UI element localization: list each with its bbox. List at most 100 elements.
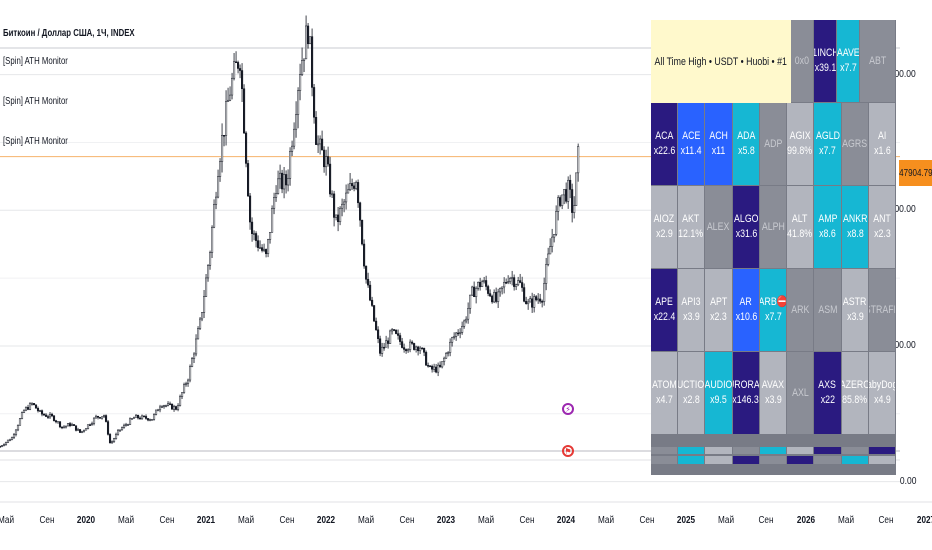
candle-body bbox=[76, 429, 80, 431]
time-tick-label: Май bbox=[477, 515, 494, 526]
candle-body bbox=[545, 264, 548, 284]
ath-multiple: x39.1 bbox=[814, 62, 836, 74]
candle-body bbox=[263, 249, 266, 251]
candle-body bbox=[124, 424, 128, 426]
ath-multiple: x3.9 bbox=[764, 394, 782, 406]
candle-body bbox=[82, 429, 86, 432]
candle-body bbox=[345, 192, 348, 203]
candle-body bbox=[423, 347, 426, 353]
summary-strip-segment bbox=[705, 456, 732, 464]
candle-body bbox=[555, 211, 558, 235]
ath-multiple: x2.3 bbox=[710, 311, 727, 323]
candle-body bbox=[405, 349, 408, 352]
candle-body bbox=[383, 346, 386, 349]
candle-body bbox=[209, 252, 212, 266]
ath-table-cell: ASTRAFER bbox=[869, 269, 895, 351]
candle-body bbox=[517, 280, 520, 286]
time-tick-label: Май bbox=[117, 515, 134, 526]
candle-body bbox=[152, 414, 156, 420]
candle-body bbox=[565, 189, 568, 202]
candle-body bbox=[54, 420, 58, 423]
candle-body bbox=[257, 240, 260, 248]
candle-body bbox=[359, 202, 362, 221]
ath-table-cell: ACA x22.6 bbox=[651, 103, 677, 185]
ath-table-cell: BabyDoge x4.9 bbox=[869, 352, 895, 434]
coin-symbol: ADP bbox=[763, 137, 783, 150]
candle-body bbox=[513, 277, 516, 287]
candle-body bbox=[543, 283, 546, 302]
candle-body bbox=[479, 281, 482, 287]
summary-strip-segment bbox=[760, 447, 786, 454]
candle-body bbox=[523, 287, 526, 302]
candle-body bbox=[168, 403, 172, 406]
candle-body bbox=[295, 114, 298, 130]
candle-body bbox=[279, 172, 282, 180]
ath-table-cell: AGRS bbox=[842, 103, 868, 185]
candle-body bbox=[96, 415, 100, 418]
candle-body bbox=[313, 87, 316, 118]
time-tick-label: 2024 bbox=[557, 515, 576, 526]
flag-icon[interactable]: ⚑ bbox=[562, 445, 574, 457]
candle-body bbox=[415, 346, 418, 350]
candle-body bbox=[193, 353, 196, 359]
candle-body bbox=[551, 236, 554, 247]
ath-multiple: 85.8% bbox=[842, 394, 868, 406]
coin-symbol: 0x0 bbox=[794, 54, 810, 67]
coin-symbol: AGLD bbox=[815, 130, 840, 142]
ath-multiple: x22 bbox=[820, 394, 835, 406]
candle-body bbox=[160, 406, 164, 408]
ath-table-cell: AUDIO x9.5 bbox=[705, 352, 732, 434]
time-tick-label: 2025 bbox=[676, 515, 696, 526]
candle-body bbox=[299, 74, 302, 91]
coin-symbol: ATOM bbox=[651, 379, 677, 391]
summary-strip-segment bbox=[705, 447, 732, 454]
indicator-label[interactable]: [Spin] ATH Monitor bbox=[3, 136, 68, 147]
candle-body bbox=[365, 265, 368, 280]
candle-body bbox=[515, 284, 518, 287]
coin-symbol: ALGO bbox=[733, 213, 759, 225]
candle-body bbox=[371, 299, 374, 306]
coin-symbol: API3 bbox=[681, 296, 701, 308]
candle-body bbox=[18, 418, 22, 426]
ath-table-cell: AR x10.6 bbox=[733, 269, 759, 351]
coin-symbol: ACA bbox=[654, 130, 674, 142]
coin-symbol: ADA bbox=[736, 130, 756, 142]
candle-body bbox=[547, 253, 550, 265]
candle-body bbox=[207, 265, 210, 279]
ath-table-cell: AVAX x3.9 bbox=[760, 352, 786, 434]
candle-body bbox=[467, 308, 470, 320]
ath-table-cell: ADA x5.8 bbox=[733, 103, 759, 185]
candle-body bbox=[427, 365, 430, 367]
candle-body bbox=[104, 415, 108, 422]
candle-body bbox=[2, 444, 6, 446]
candle-body bbox=[225, 101, 228, 136]
candle-body bbox=[88, 424, 92, 426]
ath-table-cell: ANT x2.3 bbox=[869, 186, 895, 268]
candle-body bbox=[4, 441, 8, 445]
time-tick-label: Май bbox=[237, 515, 254, 526]
candle-body bbox=[48, 413, 52, 418]
candle-body bbox=[353, 185, 356, 189]
indicator-label[interactable]: [Spin] ATH Monitor bbox=[3, 56, 68, 67]
candle-body bbox=[156, 409, 160, 412]
ath-multiple: x2.9 bbox=[655, 228, 673, 240]
ath-multiple: x2.8 bbox=[682, 394, 700, 406]
candle-body bbox=[315, 117, 318, 145]
time-tick-label: Сен bbox=[159, 515, 175, 526]
coin-symbol: ASTRAFER bbox=[869, 303, 895, 316]
candle-body bbox=[493, 292, 496, 303]
candle-body bbox=[285, 174, 288, 186]
candle-body bbox=[387, 340, 390, 344]
coin-symbol: ACH bbox=[709, 130, 728, 142]
candle-body bbox=[291, 145, 294, 152]
candle-body bbox=[339, 207, 342, 223]
indicator-label[interactable]: [Spin] ATH Monitor bbox=[3, 96, 68, 107]
ath-multiple: x1.6 bbox=[873, 145, 891, 157]
lightning-icon[interactable]: ⚡ bbox=[562, 403, 574, 415]
summary-strip-segment bbox=[651, 456, 677, 464]
summary-strip-segment bbox=[842, 447, 868, 454]
candle-body bbox=[172, 406, 176, 410]
candle-body bbox=[475, 288, 478, 298]
candle-body bbox=[6, 439, 10, 443]
candle-body bbox=[80, 430, 84, 433]
